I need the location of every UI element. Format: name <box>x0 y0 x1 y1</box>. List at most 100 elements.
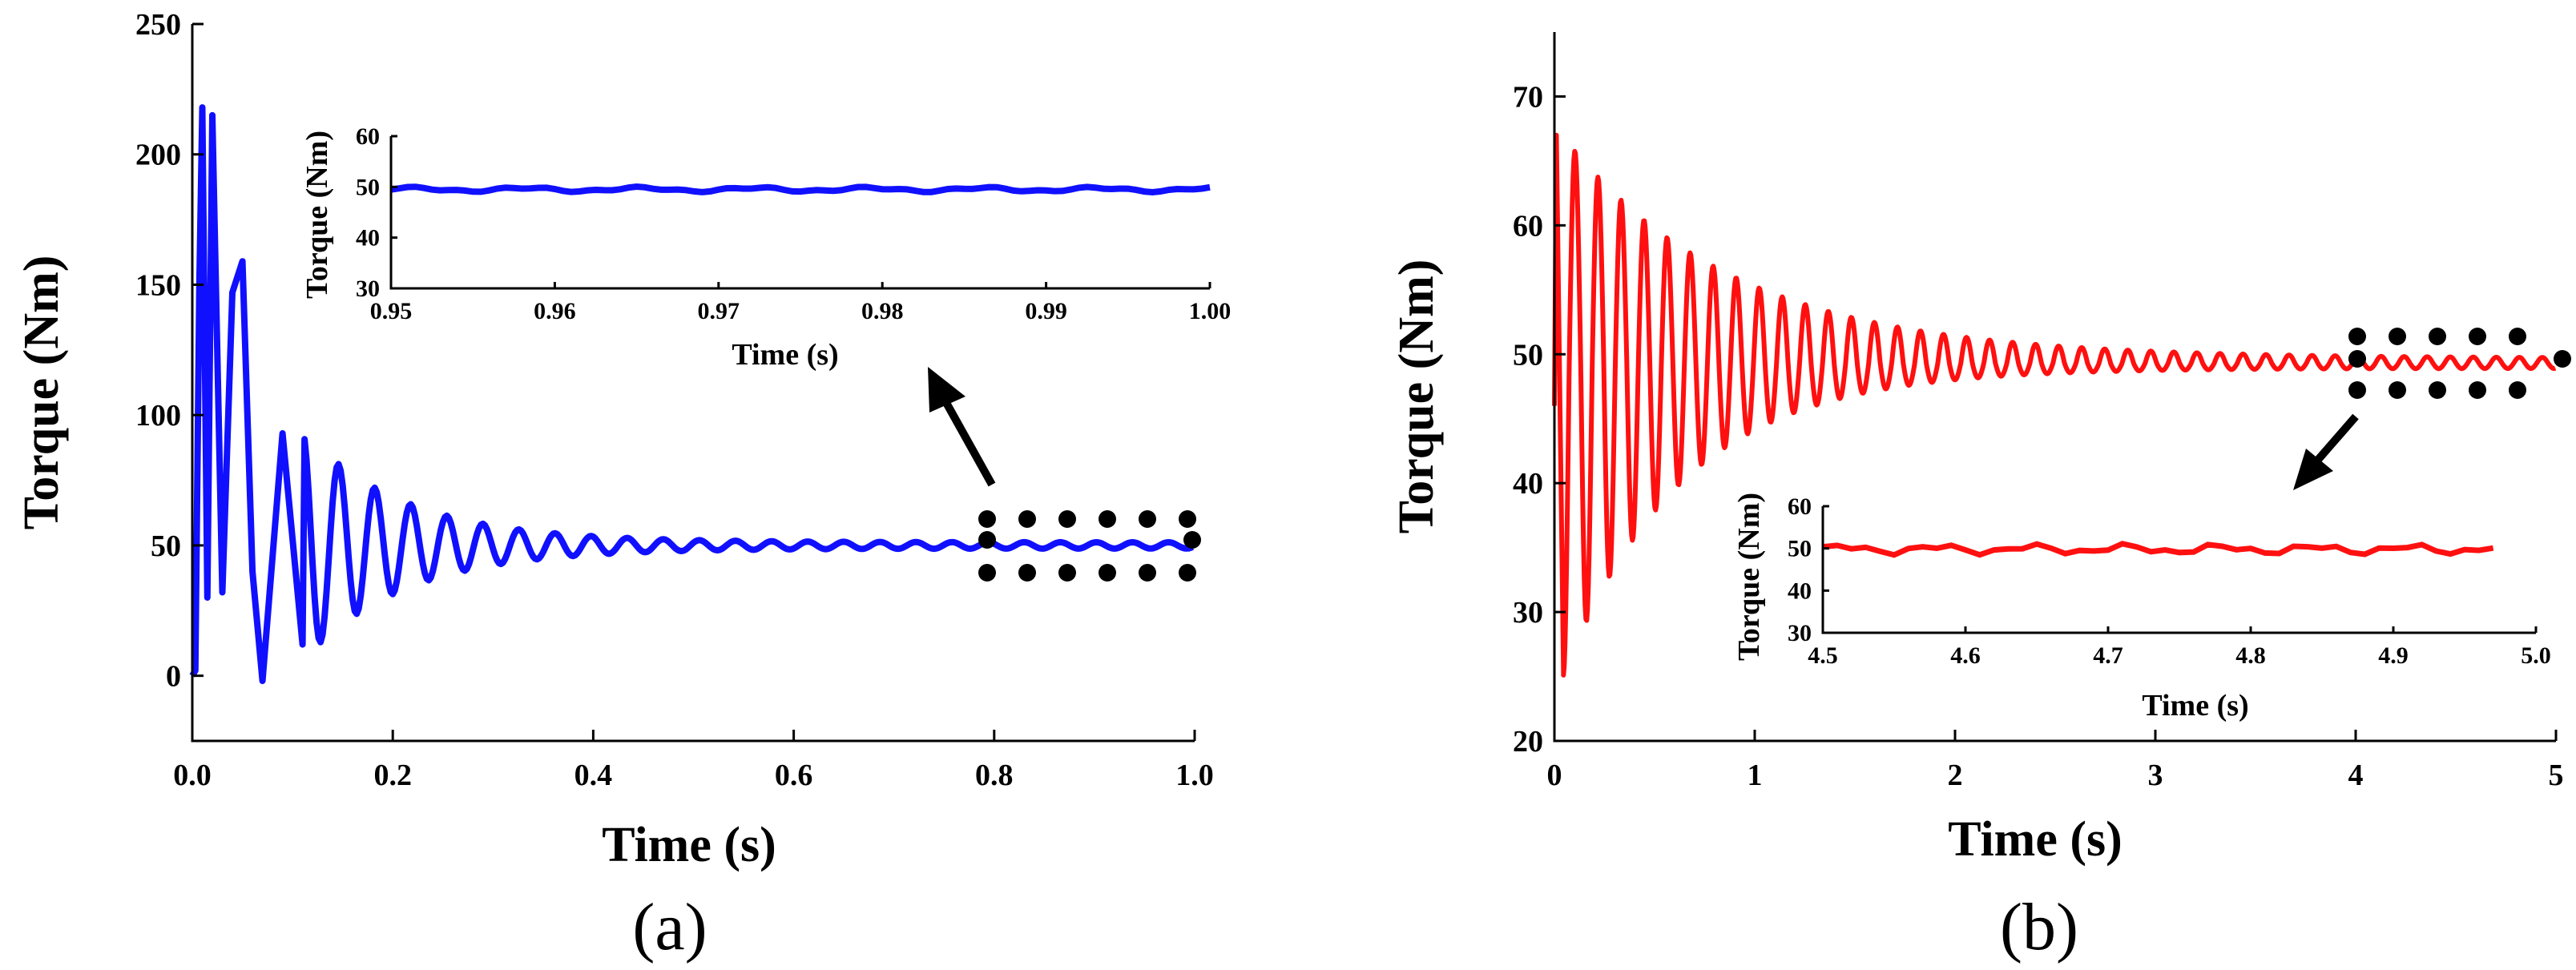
a-inset-x-ticks: 0.95 0.96 0.97 0.98 0.99 1.00 <box>370 282 1231 324</box>
a-x-axis-title: Time (s) <box>602 818 776 872</box>
a-plot-area <box>189 104 1194 685</box>
b-y-tick-label: 60 <box>1513 209 1543 243</box>
a-y-tick-label: 150 <box>135 268 181 302</box>
a-caption: (a) <box>632 890 707 964</box>
a-inset-axes <box>389 136 1210 290</box>
b-x-tick-label: 0 <box>1547 759 1562 792</box>
b-inset-y-tick-label: 30 <box>1788 620 1812 646</box>
a-highlight-dot <box>1179 510 1196 528</box>
b-caption: (b) <box>2000 890 2078 964</box>
b-highlight-dot <box>2348 381 2366 399</box>
b-inset-x-tick-label: 4.6 <box>1950 642 1981 669</box>
a-x-tick-label: 0.4 <box>574 759 613 792</box>
b-highlight-dot <box>2554 350 2571 368</box>
panel-b: 0 1 2 3 4 5 20 30 40 50 60 70 Time (s) Torque (Nm)… <box>1389 32 2571 964</box>
a-inset-y-ticks: 30 40 50 60 <box>356 123 397 302</box>
b-y-tick-label: 20 <box>1513 725 1543 759</box>
b-inset-axes <box>1821 506 2536 634</box>
a-x-tick-label: 1.0 <box>1175 759 1214 792</box>
b-x-tick-label: 2 <box>1948 759 1963 792</box>
a-x-tick-label: 0.0 <box>173 759 212 792</box>
b-inset-x-tick-label: 5.0 <box>2521 642 2551 669</box>
b-inset-y-tick-label: 60 <box>1788 493 1812 520</box>
a-y-tick-label: 0 <box>166 660 181 694</box>
b-y-ticks: 20 30 40 50 60 70 <box>1513 80 1566 759</box>
b-inset-plot-area <box>1822 541 2494 558</box>
a-inset-y-axis-title: Torque (Nm) <box>300 131 334 299</box>
a-zoom-highlight <box>978 510 1201 582</box>
b-highlight-dot <box>2469 328 2486 345</box>
a-torque-series <box>189 104 1194 685</box>
a-highlight-dot <box>1179 564 1196 582</box>
b-inset-y-ticks: 30 40 50 60 <box>1788 493 1829 646</box>
b-plot-area <box>1552 132 2558 678</box>
b-y-axis-title: Torque (Nm) <box>1389 260 1444 534</box>
b-arrow <box>2293 413 2359 490</box>
a-y-tick-label: 200 <box>135 139 181 172</box>
a-highlight-dot <box>1099 564 1116 582</box>
b-inset-x-axis-title: Time (s) <box>2142 689 2248 722</box>
b-highlight-dot <box>2509 381 2526 399</box>
a-inset-torque-series <box>390 183 1211 196</box>
b-inset: 4.5 4.6 4.7 4.8 4.9 5.0 30 40 50 60 Time (s) Tor… <box>1732 493 2551 722</box>
a-x-ticks: 0.0 0.2 0.4 0.6 0.8 1.0 <box>173 730 1214 792</box>
b-inset-y-tick-label: 50 <box>1788 536 1812 562</box>
b-x-tick-label: 1 <box>1748 759 1763 792</box>
a-highlight-dot <box>1139 510 1156 528</box>
a-inset-plot-area <box>390 183 1211 196</box>
b-highlight-dot <box>2469 381 2486 399</box>
b-y-tick-label: 50 <box>1513 338 1543 372</box>
b-x-tick-label: 5 <box>2549 759 2564 792</box>
a-highlight-dot <box>1018 510 1036 528</box>
panel-a: 0.0 0.2 0.4 0.6 0.8 1.0 0 50 100 150 200 250 Time … <box>14 8 1231 964</box>
b-highlight-dot <box>2429 328 2446 345</box>
b-highlight-dot <box>2348 328 2366 345</box>
a-inset-y-tick-label: 50 <box>356 174 380 200</box>
a-inset-x-axis-title: Time (s) <box>732 338 838 372</box>
b-inset-x-tick-label: 4.9 <box>2378 642 2409 669</box>
a-highlight-dot <box>1183 531 1201 549</box>
a-inset-x-tick-label: 0.98 <box>861 298 904 324</box>
a-y-tick-label: 250 <box>135 8 181 42</box>
a-highlight-dot <box>1058 564 1076 582</box>
b-y-tick-label: 30 <box>1513 596 1543 630</box>
b-inset-x-tick-label: 4.8 <box>2235 642 2266 669</box>
a-y-axis-title: Torque (Nm) <box>14 256 69 530</box>
b-highlight-dot <box>2509 328 2526 345</box>
a-highlight-dot <box>1139 564 1156 582</box>
a-inset: 0.95 0.96 0.97 0.98 0.99 1.00 30 40 50 60 Time (… <box>300 123 1231 372</box>
a-inset-x-tick-label: 0.97 <box>698 298 740 324</box>
a-highlight-dot <box>1099 510 1116 528</box>
a-arrow <box>928 367 996 487</box>
b-inset-x-tick-label: 4.5 <box>1808 642 1838 669</box>
a-highlight-dot <box>1018 564 1036 582</box>
a-x-tick-label: 0.8 <box>975 759 1014 792</box>
b-inset-y-tick-label: 40 <box>1788 578 1812 604</box>
a-inset-x-tick-label: 0.95 <box>370 298 413 324</box>
b-x-tick-label: 3 <box>2148 759 2163 792</box>
a-inset-x-tick-label: 0.99 <box>1025 298 1067 324</box>
b-highlight-dot <box>2429 381 2446 399</box>
a-inset-x-tick-label: 0.96 <box>534 298 576 324</box>
a-y-tick-label: 50 <box>151 529 181 563</box>
b-highlight-dot <box>2348 350 2366 368</box>
a-y-tick-label: 100 <box>135 399 181 433</box>
a-main-axes <box>191 24 1195 743</box>
b-y-tick-label: 40 <box>1513 467 1543 501</box>
b-inset-y-axis-title: Torque (Nm) <box>1732 493 1766 661</box>
a-y-ticks: 0 50 100 150 200 250 <box>135 8 204 694</box>
b-zoom-highlight <box>2348 328 2571 399</box>
a-inset-y-tick-label: 60 <box>356 123 380 150</box>
b-x-ticks: 0 1 2 3 4 5 <box>1547 730 2564 792</box>
a-highlight-dot <box>978 564 996 582</box>
a-highlight-dot <box>1058 510 1076 528</box>
a-inset-y-tick-label: 30 <box>356 276 380 302</box>
b-torque-series <box>1552 132 2558 678</box>
b-y-tick-label: 70 <box>1513 80 1543 114</box>
b-x-axis-title: Time (s) <box>1948 812 2122 867</box>
a-inset-y-tick-label: 40 <box>356 225 380 252</box>
b-inset-x-tick-label: 4.7 <box>2093 642 2123 669</box>
b-inset-torque-series <box>1822 541 2494 558</box>
a-x-tick-label: 0.2 <box>373 759 412 792</box>
